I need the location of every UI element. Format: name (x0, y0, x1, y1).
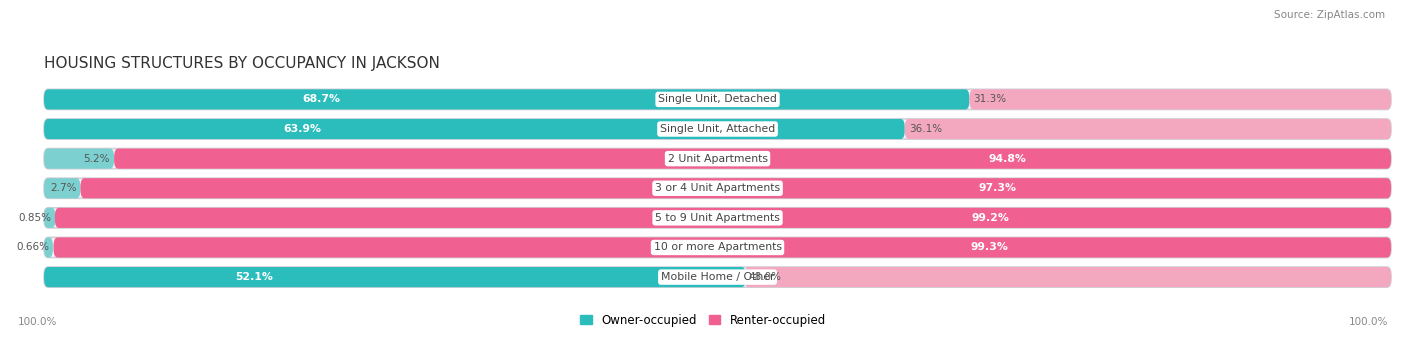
FancyBboxPatch shape (114, 149, 1391, 169)
Text: Mobile Home / Other: Mobile Home / Other (661, 272, 775, 282)
Text: 5 to 9 Unit Apartments: 5 to 9 Unit Apartments (655, 213, 780, 223)
Text: 63.9%: 63.9% (283, 124, 322, 134)
FancyBboxPatch shape (904, 119, 1391, 139)
Text: 48.0%: 48.0% (748, 272, 782, 282)
Text: 94.8%: 94.8% (988, 154, 1026, 164)
FancyBboxPatch shape (53, 237, 1391, 257)
FancyBboxPatch shape (44, 89, 1391, 109)
FancyBboxPatch shape (44, 208, 55, 228)
Legend: Owner-occupied, Renter-occupied: Owner-occupied, Renter-occupied (575, 309, 831, 332)
FancyBboxPatch shape (745, 267, 1391, 287)
FancyBboxPatch shape (44, 119, 904, 139)
FancyBboxPatch shape (44, 89, 969, 109)
Text: Single Unit, Detached: Single Unit, Detached (658, 94, 778, 104)
Text: 0.85%: 0.85% (18, 213, 52, 223)
Text: HOUSING STRUCTURES BY OCCUPANCY IN JACKSON: HOUSING STRUCTURES BY OCCUPANCY IN JACKS… (44, 56, 440, 71)
Text: 100.0%: 100.0% (1348, 317, 1388, 327)
FancyBboxPatch shape (55, 208, 1391, 228)
FancyBboxPatch shape (44, 119, 1391, 139)
Text: Single Unit, Attached: Single Unit, Attached (659, 124, 775, 134)
FancyBboxPatch shape (44, 149, 114, 169)
FancyBboxPatch shape (44, 208, 1391, 228)
FancyBboxPatch shape (44, 267, 1391, 287)
Text: 68.7%: 68.7% (302, 94, 340, 104)
Text: 2 Unit Apartments: 2 Unit Apartments (668, 154, 768, 164)
FancyBboxPatch shape (44, 237, 53, 257)
Text: 100.0%: 100.0% (18, 317, 58, 327)
Text: 52.1%: 52.1% (236, 272, 274, 282)
Text: 99.2%: 99.2% (972, 213, 1010, 223)
Text: 31.3%: 31.3% (973, 94, 1007, 104)
FancyBboxPatch shape (44, 237, 1391, 257)
Text: 36.1%: 36.1% (908, 124, 942, 134)
FancyBboxPatch shape (969, 89, 1391, 109)
Text: Source: ZipAtlas.com: Source: ZipAtlas.com (1274, 10, 1385, 20)
FancyBboxPatch shape (44, 267, 745, 287)
FancyBboxPatch shape (44, 178, 80, 198)
Text: 10 or more Apartments: 10 or more Apartments (654, 242, 782, 252)
Text: 99.3%: 99.3% (970, 242, 1008, 252)
Text: 3 or 4 Unit Apartments: 3 or 4 Unit Apartments (655, 183, 780, 193)
Text: 97.3%: 97.3% (979, 183, 1017, 193)
FancyBboxPatch shape (44, 149, 1391, 169)
Text: 2.7%: 2.7% (49, 183, 76, 193)
Text: 0.66%: 0.66% (15, 242, 49, 252)
FancyBboxPatch shape (44, 178, 1391, 198)
Text: 5.2%: 5.2% (83, 154, 110, 164)
FancyBboxPatch shape (80, 178, 1391, 198)
